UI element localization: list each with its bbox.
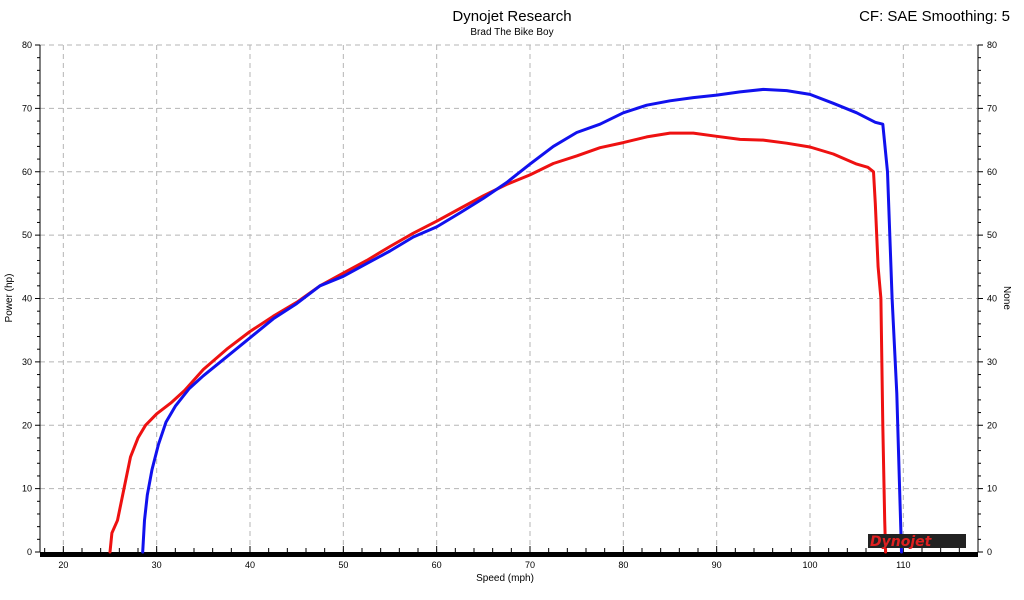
y-tick-label: 50 — [22, 230, 32, 240]
x-axis-label: Speed (mph) — [476, 573, 534, 584]
x-axis-bar — [40, 552, 978, 557]
series-line-2 — [141, 87, 903, 554]
x-tick-label: 80 — [618, 560, 628, 570]
chart-subtitle: Brad The Bike Boy — [470, 27, 553, 38]
x-tick-label: 110 — [896, 560, 910, 570]
y2-tick-label: 0 — [987, 547, 992, 557]
y2-tick-label: 70 — [987, 103, 997, 113]
y2-tick-label: 30 — [987, 357, 997, 367]
y-tick-label: 80 — [22, 40, 32, 50]
y-tick-label: 0 — [27, 547, 32, 557]
series-layer — [108, 87, 903, 554]
y2-tick-label: 40 — [987, 294, 997, 304]
cf-smoothing-label: CF: SAE Smoothing: 5 — [859, 8, 1010, 25]
y-axis-label: Power (hp) — [4, 274, 15, 323]
x-tick-label: 90 — [712, 560, 722, 570]
y-tick-label: 60 — [22, 167, 32, 177]
chart-title: Dynojet Research — [452, 8, 571, 25]
y-tick-label: 30 — [22, 357, 32, 367]
y2-axis-label: None — [1001, 286, 1012, 310]
y-tick-label: 10 — [22, 484, 32, 494]
axes-layer: 0 0 10 10 20 20 30 30 40 40 50 50 60 60 70 70 80 80 20 30 40… — [22, 40, 997, 570]
y2-tick-label: 80 — [987, 40, 997, 50]
svg-text:Dynojet: Dynojet — [870, 534, 933, 550]
y2-tick-label: 50 — [987, 230, 997, 240]
x-tick-label: 20 — [58, 560, 68, 570]
x-tick-label: 60 — [432, 560, 442, 570]
x-tick-label: 100 — [802, 560, 817, 570]
series-line-1 — [108, 131, 888, 554]
x-tick-label: 40 — [245, 560, 255, 570]
x-tick-label: 50 — [338, 560, 348, 570]
x-tick-label: 30 — [152, 560, 162, 570]
y2-tick-label: 60 — [987, 167, 997, 177]
y-tick-label: 20 — [22, 420, 32, 430]
y2-tick-label: 10 — [987, 484, 997, 494]
y2-tick-label: 20 — [987, 420, 997, 430]
y-tick-label: 40 — [22, 294, 32, 304]
dynojet-logo: Dynojet — [868, 534, 966, 550]
x-tick-label: 70 — [525, 560, 535, 570]
grid-layer — [40, 44, 978, 552]
y-tick-label: 70 — [22, 103, 32, 113]
